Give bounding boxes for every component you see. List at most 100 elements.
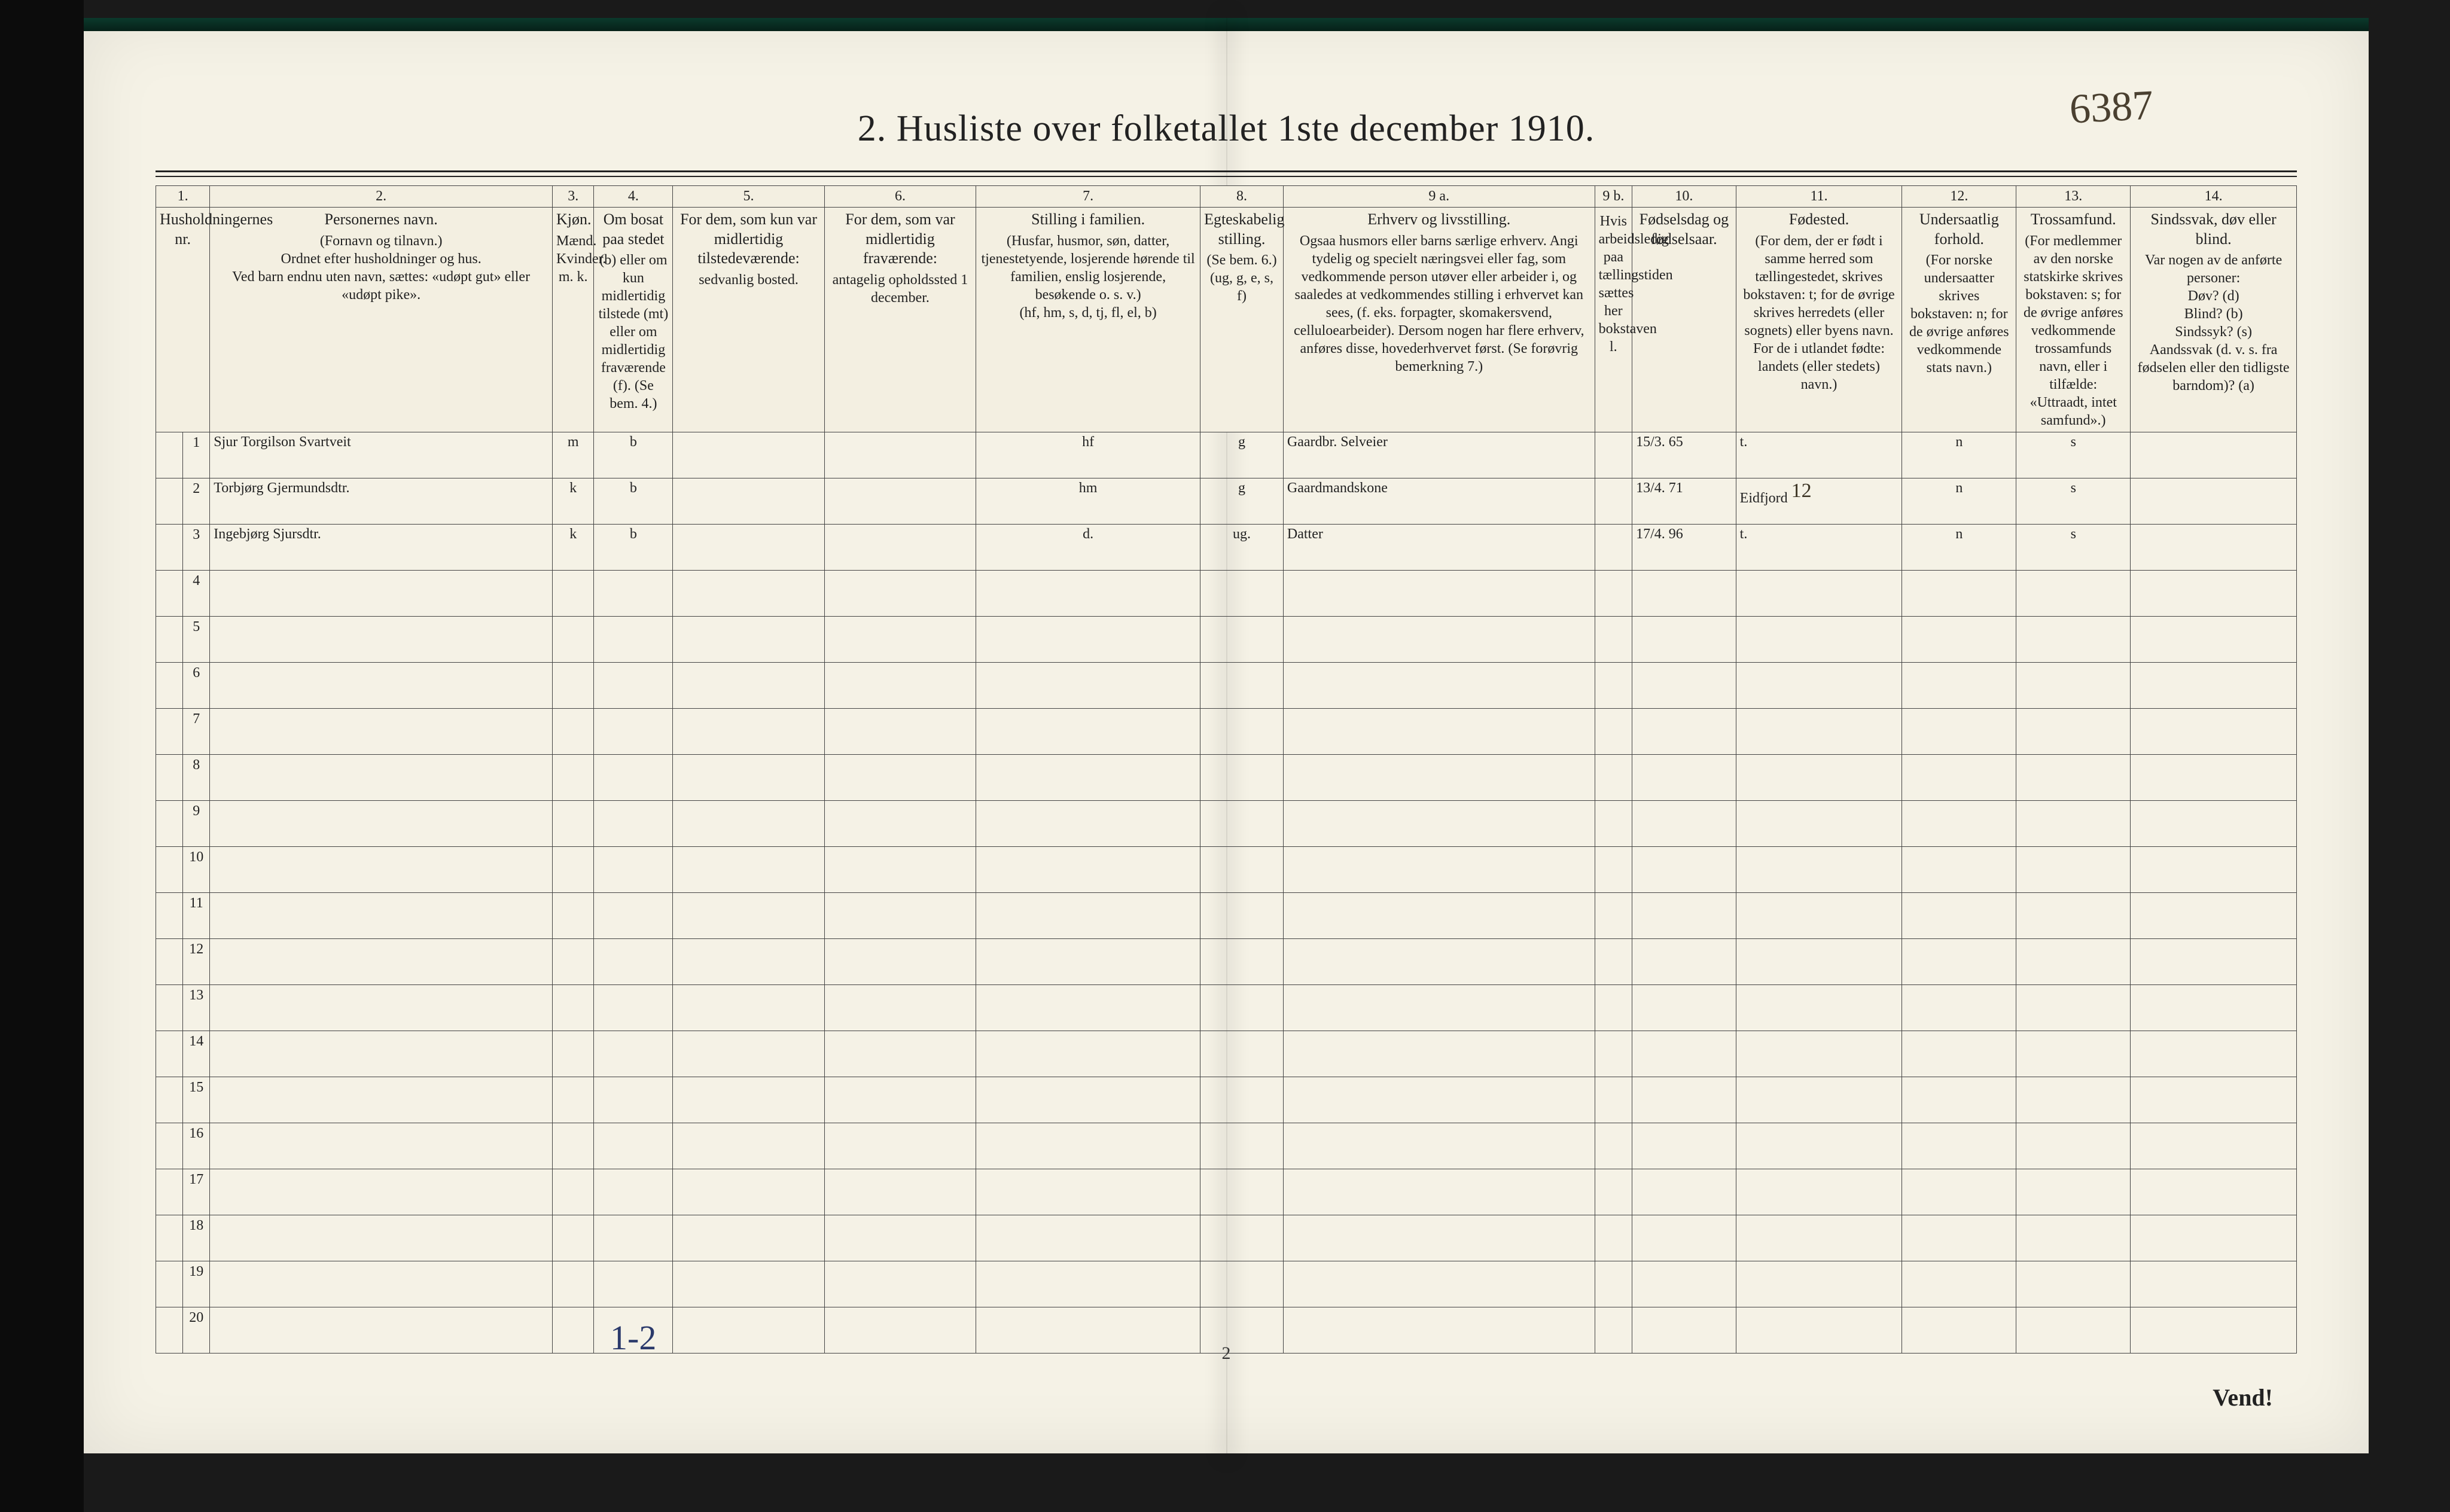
household-no: [156, 1077, 183, 1123]
cell-empty: [210, 846, 553, 892]
cell-empty: [1200, 1261, 1284, 1307]
cell-empty: [594, 892, 673, 938]
column-number: 7.: [976, 186, 1200, 208]
cell-empty: [1595, 1123, 1632, 1169]
household-no: [156, 662, 183, 708]
footer-pencil-note: 1-2: [610, 1318, 656, 1358]
cell-empty: [553, 846, 594, 892]
column-number: 11.: [1736, 186, 1902, 208]
cell-empty: [1902, 1077, 2016, 1123]
column-header: Kjøn.Mænd. Kvinder. m. k.: [553, 208, 594, 432]
cell-empty: [976, 1077, 1200, 1123]
cell-empty: [1902, 800, 2016, 846]
cell-empty: [1736, 1123, 1902, 1169]
cell-empty: [673, 662, 824, 708]
household-no: [156, 524, 183, 570]
cell-empty: [2131, 708, 2297, 754]
cell-empty: [1736, 616, 1902, 662]
cell-empty: [2131, 800, 2297, 846]
cell-empty: [210, 708, 553, 754]
cell-empty: [1736, 938, 1902, 984]
cell-led: [1595, 432, 1632, 478]
cell-empty: [553, 892, 594, 938]
table-row-empty: 11: [156, 892, 2297, 938]
cell-empty: [1736, 1077, 1902, 1123]
column-header: Trossamfund.(For medlemmer av den norske…: [2016, 208, 2131, 432]
cell-empty: [2016, 938, 2131, 984]
cell-sinds: [2131, 478, 2297, 524]
cell-empty: [1595, 800, 1632, 846]
cell-empty: [673, 846, 824, 892]
cell-sex: k: [553, 478, 594, 524]
cell-empty: [594, 984, 673, 1031]
table-row-empty: 7: [156, 708, 2297, 754]
cell-empty: [1595, 1169, 1632, 1215]
cell-empty: [2131, 938, 2297, 984]
table-row-empty: 10: [156, 846, 2297, 892]
cell-empty: [1200, 1215, 1284, 1261]
column-header: Erhverv og livsstilling.Ogsaa husmors el…: [1283, 208, 1595, 432]
table-row-empty: 15: [156, 1077, 2297, 1123]
cell-midl_frav: [824, 478, 976, 524]
table-row-empty: 19: [156, 1261, 2297, 1307]
cell-empty: [1283, 1031, 1595, 1077]
cell-empty: [1200, 662, 1284, 708]
cell-empty: [1200, 616, 1284, 662]
cell-empty: [1200, 1123, 1284, 1169]
column-number: 5.: [673, 186, 824, 208]
cell-empty: [673, 708, 824, 754]
table-row-empty: 17: [156, 1169, 2297, 1215]
cell-empty: [553, 1215, 594, 1261]
column-number: 6.: [824, 186, 976, 208]
cell-empty: [1595, 1307, 1632, 1353]
cell-empty: [594, 708, 673, 754]
column-number: 10.: [1632, 186, 1736, 208]
cell-empty: [1200, 846, 1284, 892]
cell-erhverv: Datter: [1283, 524, 1595, 570]
cell-midl_frav: [824, 524, 976, 570]
household-no: [156, 478, 183, 524]
cell-empty: [976, 662, 1200, 708]
cell-empty: [673, 1215, 824, 1261]
cell-bosat: b: [594, 432, 673, 478]
cell-midl_frav: [824, 432, 976, 478]
cell-empty: [1632, 570, 1736, 616]
table-row-empty: 6: [156, 662, 2297, 708]
cell-empty: [976, 708, 1200, 754]
cell-empty: [1283, 1077, 1595, 1123]
household-no: [156, 1031, 183, 1077]
cell-empty: [210, 938, 553, 984]
cell-empty: [210, 616, 553, 662]
cell-empty: [824, 938, 976, 984]
cell-bosat: b: [594, 478, 673, 524]
cell-empty: [1595, 984, 1632, 1031]
cell-empty: [1902, 1169, 2016, 1215]
cell-empty: [1283, 616, 1595, 662]
cell-empty: [2131, 1123, 2297, 1169]
cell-empty: [673, 938, 824, 984]
household-no: [156, 432, 183, 478]
cell-empty: [210, 570, 553, 616]
cell-empty: [210, 662, 553, 708]
cell-empty: [2131, 616, 2297, 662]
cell-empty: [976, 1261, 1200, 1307]
cell-name: Sjur Torgilson Svartveit: [210, 432, 553, 478]
cell-empty: [1902, 846, 2016, 892]
person-no: 18: [183, 1215, 210, 1261]
cell-empty: [594, 1031, 673, 1077]
cell-empty: [1632, 662, 1736, 708]
cell-empty: [1902, 570, 2016, 616]
cell-empty: [824, 892, 976, 938]
cell-empty: [824, 1031, 976, 1077]
column-header: Husholdningernes nr.: [156, 208, 210, 432]
cell-empty: [1283, 1261, 1595, 1307]
cell-empty: [1595, 662, 1632, 708]
cell-tros: s: [2016, 478, 2131, 524]
cell-empty: [1283, 984, 1595, 1031]
cell-empty: [1200, 1307, 1284, 1353]
cell-empty: [1632, 892, 1736, 938]
household-no: [156, 708, 183, 754]
cell-empty: [594, 1215, 673, 1261]
cell-egte: ug.: [1200, 524, 1284, 570]
cell-fdate: 13/4. 71: [1632, 478, 1736, 524]
